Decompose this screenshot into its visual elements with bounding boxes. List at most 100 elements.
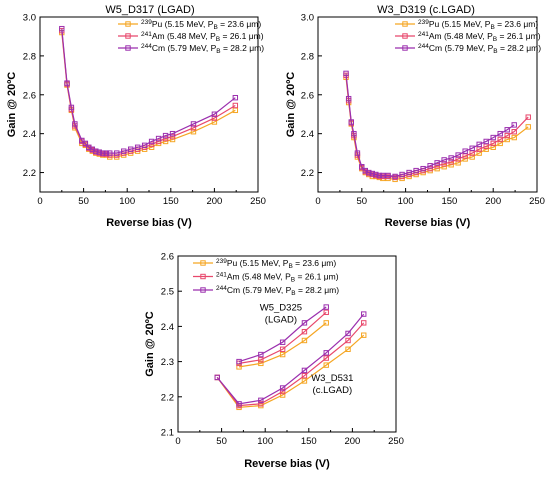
data-point (301, 372, 308, 379)
data-point (279, 339, 286, 345)
legend-part: (5.15 MeV, P (162, 19, 214, 29)
data-point (366, 169, 372, 176)
data-point (323, 362, 329, 368)
x-tick-label: 0 (315, 196, 320, 207)
data-point (511, 129, 517, 135)
legend-part: B (493, 36, 497, 43)
data-point (434, 160, 440, 166)
data-point (279, 388, 286, 395)
data-point (462, 148, 468, 154)
chart-title: W3_D319 (c.LGAD) (377, 4, 475, 16)
data-point (169, 136, 176, 143)
data-point (155, 138, 162, 145)
legend-part: 244 (216, 285, 227, 292)
legend-part: = 28.2 μm) (221, 43, 265, 53)
x-tick-label: 200 (485, 196, 501, 207)
data-point (323, 304, 329, 310)
data-point (100, 150, 106, 156)
series-line (216, 313, 365, 405)
data-point (301, 337, 308, 344)
legend-part: = 23.6 μm) (218, 19, 262, 29)
data-point (236, 401, 242, 407)
series-line (345, 77, 529, 181)
data-point (162, 135, 169, 142)
legend-entry: 244Cm (5.79 MeV, PB = 28.2 μm) (418, 43, 541, 55)
chart-annotation: (LGAD) (265, 315, 297, 326)
data-point (258, 360, 264, 367)
legend-part: B (213, 24, 217, 31)
data-point (476, 150, 482, 156)
y-tick-label: 2.8 (23, 51, 36, 62)
data-point (127, 146, 134, 152)
legend-part: Cm (227, 285, 240, 295)
data-point (190, 121, 197, 127)
legend-part: 239 (418, 19, 429, 26)
x-tick-label: 250 (529, 196, 545, 207)
data-point (345, 346, 351, 352)
legend-part: = 23.6 μm) (293, 258, 337, 268)
data-point (121, 148, 127, 154)
y-tick-label: 2.2 (301, 168, 314, 179)
x-tick-label: 100 (398, 196, 414, 207)
x-axis-title: Reverse bias (V) (244, 458, 330, 470)
data-point (72, 121, 78, 127)
legend-swatch-marker (402, 21, 408, 27)
data-point (511, 122, 517, 128)
data-point (59, 25, 65, 32)
data-point (345, 95, 352, 102)
data-point (504, 127, 510, 133)
x-tick-label: 200 (206, 196, 222, 207)
y-tick-label: 2.2 (161, 392, 174, 403)
y-tick-label: 2.4 (161, 322, 174, 333)
legend-part: (5.48 MeV, P (442, 31, 494, 41)
x-tick-label: 250 (388, 436, 404, 447)
x-tick-label: 150 (441, 196, 457, 207)
data-point (490, 134, 496, 141)
data-point (93, 148, 99, 154)
data-point (148, 141, 155, 148)
legend-entry: 241Am (5.48 MeV, PB = 26.1 μm) (216, 272, 339, 284)
series-line (238, 311, 327, 364)
legend-part: 241 (216, 272, 227, 279)
y-tick-label: 3.0 (301, 13, 314, 24)
data-point (236, 364, 242, 370)
data-point (64, 80, 70, 86)
data-point (214, 374, 220, 381)
data-point (96, 149, 102, 155)
data-point (441, 161, 447, 167)
data-point (279, 385, 286, 391)
data-point (169, 133, 176, 140)
legend-part: Pu (429, 19, 440, 29)
chart-top-right: 0 50 100 150 200 250 2.2 2.4 2.6 2.8 3.0 Reverse bi… (285, 4, 545, 229)
data-point (462, 156, 468, 162)
data-point (232, 107, 239, 114)
data-point (490, 144, 496, 150)
data-point (236, 358, 242, 365)
data-point (82, 140, 89, 147)
chart-top-left: 0 50 100 150 200 250 2.2 2.4 2.6 2.8 3.0 Reverse bi… (6, 4, 266, 229)
y-axis-title: Gain @ 20ºC (6, 72, 18, 138)
y-tick-label: 2.4 (301, 129, 314, 140)
data-point (141, 142, 148, 149)
data-point (469, 154, 475, 160)
legend-swatch-marker (200, 273, 206, 280)
data-point (232, 102, 239, 109)
legend-part: B (490, 24, 494, 31)
x-tick-label: 50 (357, 196, 368, 207)
legend-part: 239 (216, 258, 227, 265)
chart-annotation: (c.LGAD) (313, 385, 353, 396)
series-line (216, 334, 365, 409)
data-point (497, 130, 503, 137)
y-tick-label: 2.4 (23, 129, 36, 140)
y-axis-title: Gain @ 20ºC (144, 311, 156, 377)
data-point (361, 332, 367, 338)
data-point (148, 138, 155, 145)
data-point (434, 163, 440, 169)
y-tick-label: 2.6 (301, 90, 314, 101)
legend-entry: 239Pu (5.15 MeV, PB = 23.6 μm) (216, 258, 336, 270)
data-point (68, 104, 75, 111)
legend-part: Am (429, 31, 442, 41)
legend-part: 244 (141, 43, 152, 50)
legend-part: B (291, 290, 295, 297)
data-point (448, 155, 454, 161)
